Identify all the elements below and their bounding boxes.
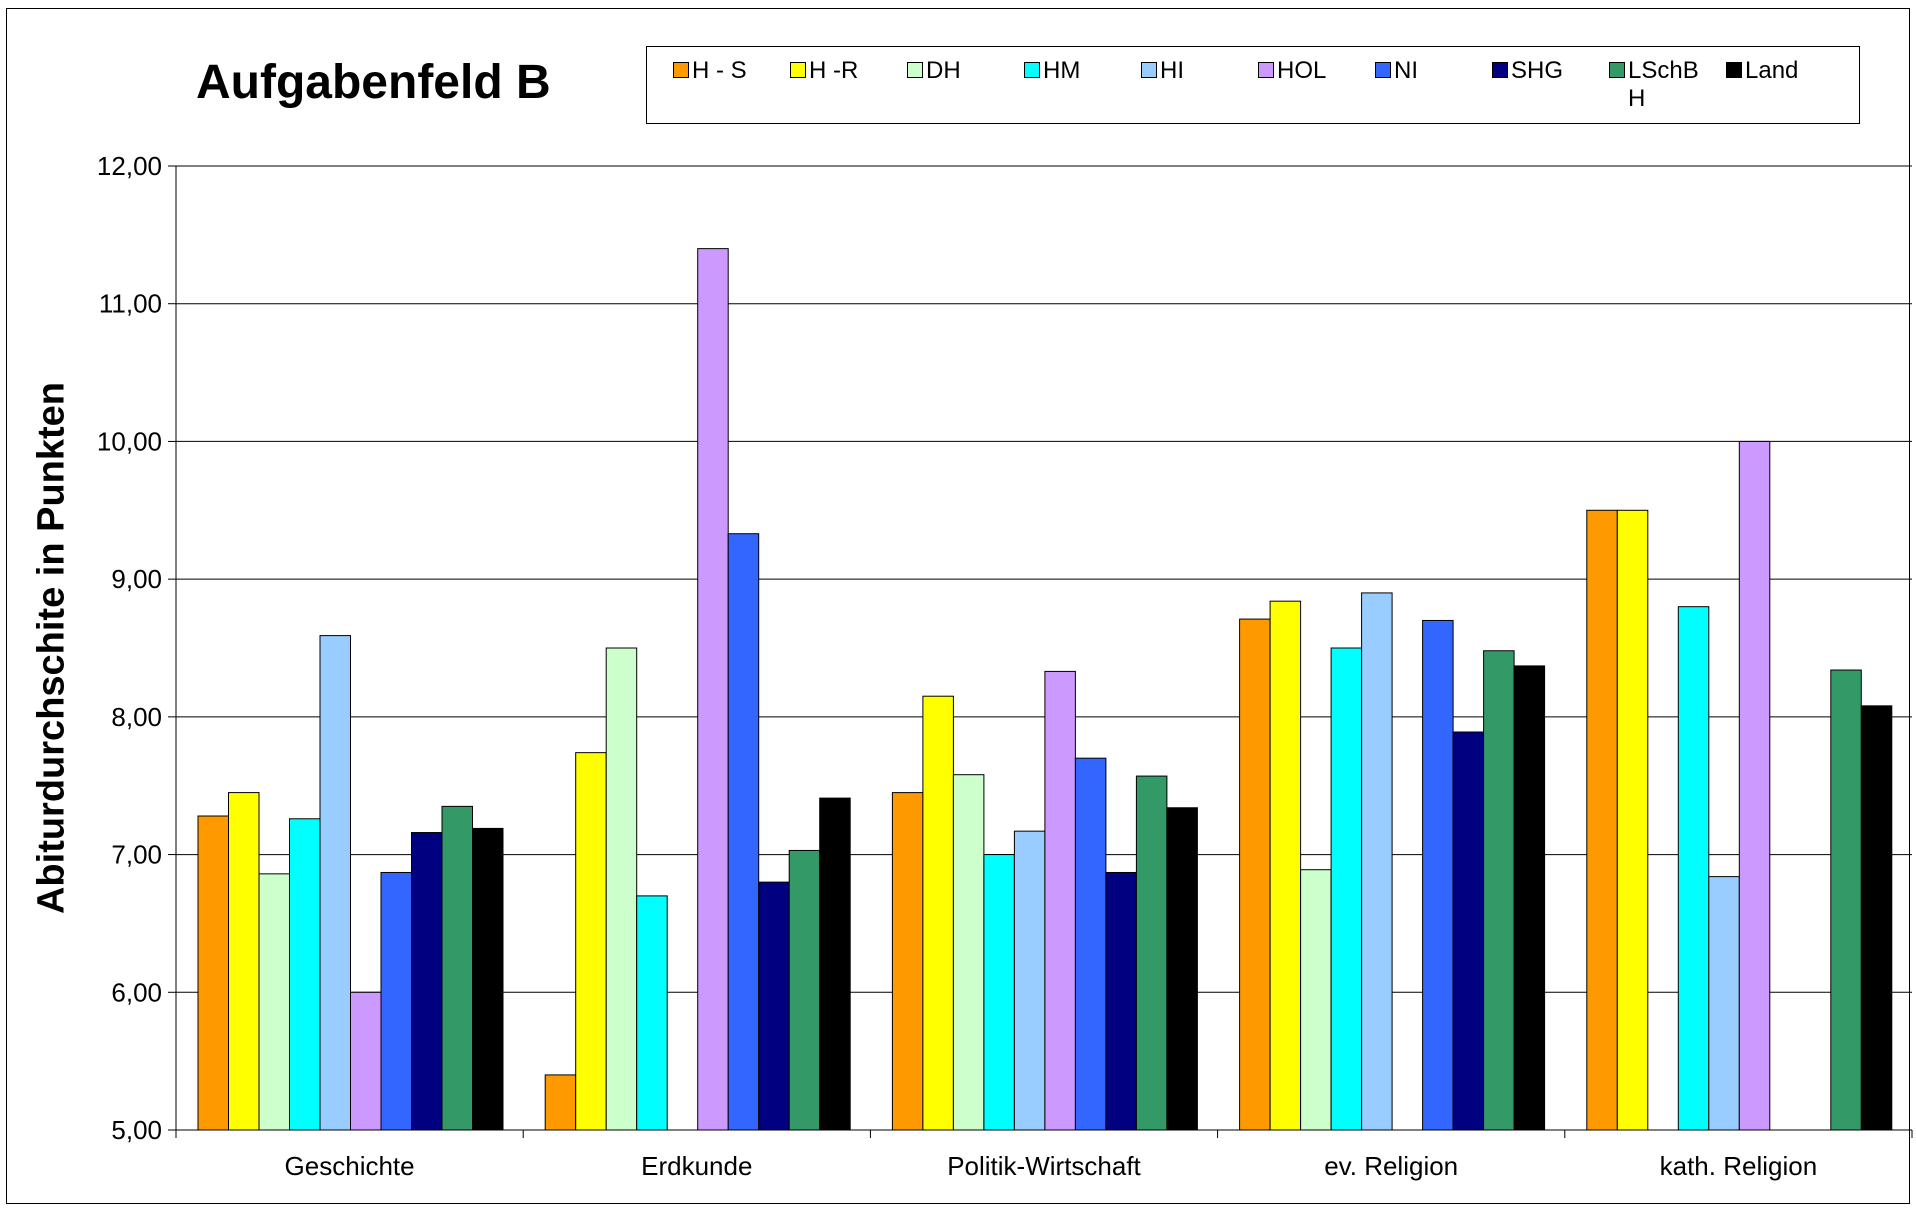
bar bbox=[1617, 510, 1648, 1130]
bar bbox=[1514, 666, 1545, 1130]
bar bbox=[637, 896, 668, 1130]
bar bbox=[1106, 872, 1137, 1130]
bar bbox=[953, 775, 984, 1130]
bar bbox=[923, 696, 954, 1130]
bar bbox=[290, 819, 321, 1130]
bar bbox=[820, 798, 851, 1130]
y-tick-label: 12,00 bbox=[97, 151, 162, 181]
bar bbox=[1167, 808, 1198, 1130]
bar bbox=[1861, 706, 1892, 1130]
y-tick-label: 7,00 bbox=[111, 840, 162, 870]
x-tick-label: kath. Religion bbox=[1660, 1151, 1818, 1181]
x-tick-label: Erdkunde bbox=[641, 1151, 752, 1181]
bar bbox=[442, 806, 473, 1130]
bar bbox=[259, 874, 290, 1130]
bar bbox=[1301, 870, 1332, 1130]
bar bbox=[1423, 620, 1454, 1130]
bar bbox=[351, 992, 382, 1130]
bar bbox=[320, 636, 351, 1130]
bar bbox=[473, 828, 504, 1130]
bar bbox=[789, 850, 820, 1130]
bar bbox=[412, 833, 443, 1130]
bar bbox=[1014, 831, 1045, 1130]
bar bbox=[892, 793, 923, 1130]
bar bbox=[984, 855, 1015, 1130]
bar bbox=[728, 534, 759, 1130]
bar bbox=[1739, 441, 1770, 1130]
bar bbox=[1270, 601, 1301, 1130]
bar bbox=[1075, 758, 1106, 1130]
y-tick-label: 6,00 bbox=[111, 977, 162, 1007]
bar bbox=[1453, 732, 1484, 1130]
bar bbox=[1240, 619, 1271, 1130]
bar bbox=[381, 872, 412, 1130]
bar bbox=[1587, 510, 1618, 1130]
x-tick-label: Geschichte bbox=[285, 1151, 415, 1181]
bar bbox=[759, 882, 790, 1130]
x-tick-label: ev. Religion bbox=[1324, 1151, 1458, 1181]
bar bbox=[1045, 671, 1076, 1130]
bar bbox=[1831, 670, 1862, 1130]
bar bbox=[698, 249, 729, 1130]
bar bbox=[545, 1075, 576, 1130]
y-tick-label: 9,00 bbox=[111, 564, 162, 594]
y-tick-label: 10,00 bbox=[97, 426, 162, 456]
bar bbox=[1136, 776, 1167, 1130]
bar bbox=[1709, 877, 1740, 1130]
bar bbox=[1331, 648, 1362, 1130]
y-tick-label: 8,00 bbox=[111, 702, 162, 732]
bar bbox=[1484, 651, 1515, 1130]
bar bbox=[198, 816, 229, 1130]
bar bbox=[606, 648, 637, 1130]
y-tick-label: 5,00 bbox=[111, 1115, 162, 1145]
bar bbox=[1678, 607, 1709, 1130]
bar bbox=[1362, 593, 1393, 1130]
bar bbox=[229, 793, 260, 1130]
x-tick-label: Politik-Wirtschaft bbox=[947, 1151, 1141, 1181]
bar bbox=[576, 753, 607, 1130]
y-tick-label: 11,00 bbox=[99, 289, 162, 319]
